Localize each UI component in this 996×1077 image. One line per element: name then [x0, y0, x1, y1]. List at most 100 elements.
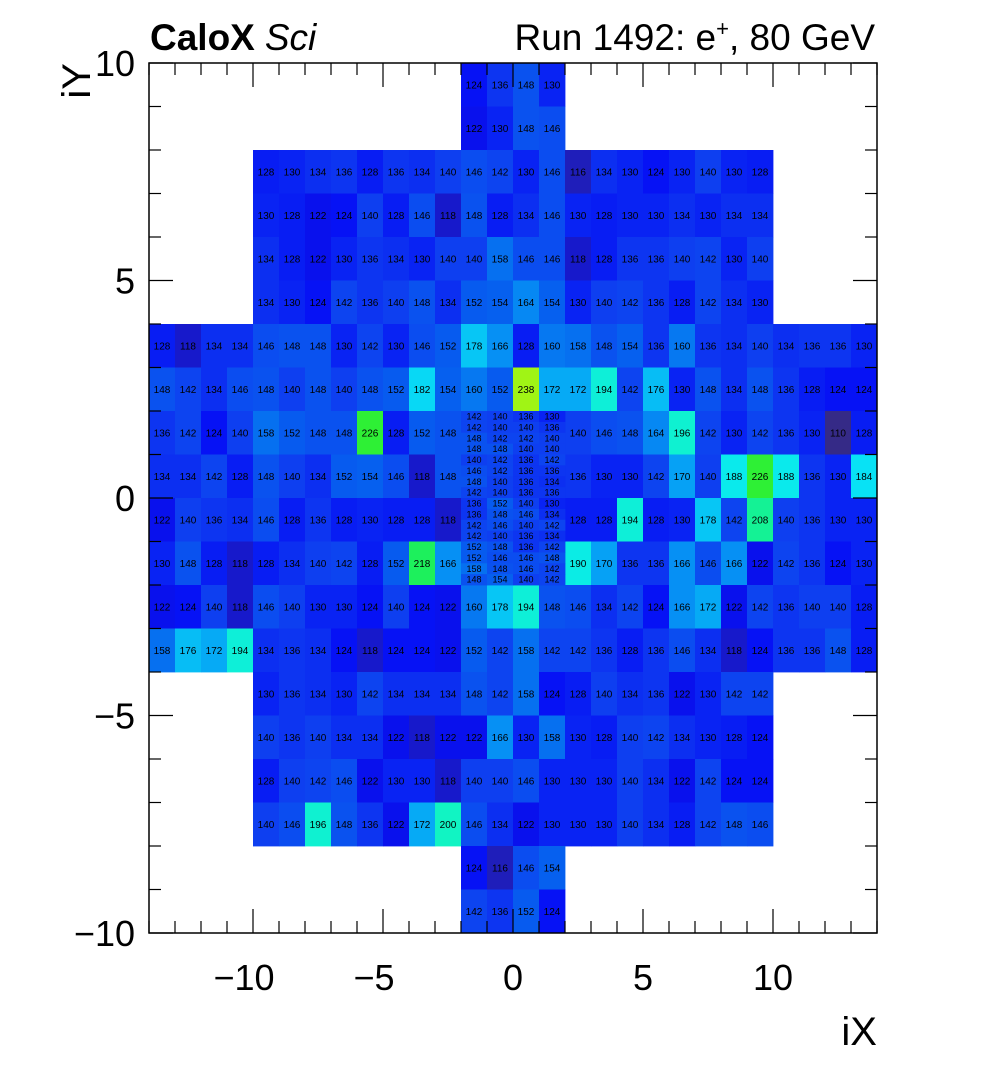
heatmap-cell [331, 324, 358, 368]
cell-value-label: 158 [492, 254, 509, 265]
heatmap-cell [617, 454, 644, 499]
heatmap-cell [357, 628, 384, 673]
heatmap-fine-cell [487, 465, 514, 477]
cell-value-label: 122 [154, 602, 171, 613]
cell-value-label: 134 [544, 509, 559, 519]
cell-value-label: 148 [440, 428, 457, 439]
heatmap-cell [305, 454, 332, 499]
cell-value-label: 128 [674, 298, 691, 309]
cell-value-label: 146 [518, 553, 533, 563]
heatmap-cell [721, 628, 748, 673]
cell-value-label: 134 [440, 689, 457, 700]
heatmap-cell [409, 280, 436, 325]
heatmap-cell [279, 628, 306, 673]
heatmap-cell [487, 63, 514, 107]
heatmap-cell [435, 672, 462, 716]
cell-value-label: 146 [596, 428, 613, 439]
cell-value-label: 158 [544, 733, 561, 744]
heatmap-fine-cell [487, 411, 514, 423]
heatmap-cell [149, 454, 176, 499]
heatmap-cell [331, 498, 358, 542]
heatmap-cell [435, 585, 462, 629]
cell-value-label: 142 [466, 422, 481, 432]
heatmap-cell [617, 802, 644, 847]
heatmap-cell [747, 411, 774, 455]
heatmap-cell [773, 454, 800, 499]
cell-value-label: 218 [414, 559, 431, 570]
cell-value-label: 130 [310, 602, 327, 613]
cell-value-label: 140 [180, 515, 197, 526]
cell-value-label: 130 [570, 820, 587, 831]
heatmap-cell [357, 585, 384, 629]
heatmap-cell [435, 541, 462, 586]
heatmap-cell [461, 672, 488, 716]
cell-value-label: 140 [622, 820, 639, 831]
x-tick-label: −10 [213, 957, 274, 998]
heatmap-cell [253, 541, 280, 586]
cell-value-label: 148 [180, 559, 197, 570]
cell-value-label: 140 [518, 444, 533, 454]
heatmap-fine-cell [513, 465, 540, 477]
heatmap-cell [461, 367, 488, 412]
heatmap-cell [357, 193, 384, 238]
heatmap-cell [617, 324, 644, 368]
heatmap-cell [331, 672, 358, 716]
cell-value-label: 148 [336, 820, 353, 831]
heatmap-cell [617, 280, 644, 325]
cell-value-label: 148 [726, 820, 743, 831]
heatmap-cell [617, 367, 644, 412]
cell-value-label: 170 [596, 559, 613, 570]
heatmap-cell [721, 193, 748, 238]
heatmap-cell [747, 628, 774, 673]
cell-value-label: 128 [492, 211, 509, 222]
heatmap-cell [331, 150, 358, 194]
heatmap-cell [279, 672, 306, 716]
cell-value-label: 148 [258, 385, 275, 396]
heatmap-cell [695, 802, 722, 847]
heatmap-cell [435, 237, 462, 281]
cell-value-label: 136 [544, 422, 559, 432]
cell-value-label: 146 [544, 211, 561, 222]
heatmap-cell [669, 672, 696, 716]
cell-value-label: 172 [700, 602, 717, 613]
heatmap-cell [149, 367, 176, 412]
cell-value-label: 130 [752, 298, 769, 309]
heatmap-cell [643, 802, 670, 847]
heatmap-cell [487, 280, 514, 325]
cell-value-label: 130 [284, 167, 301, 178]
cell-value-label: 136 [362, 820, 379, 831]
heatmap-cell [669, 193, 696, 238]
cell-value-label: 140 [778, 515, 795, 526]
heatmap-cell [253, 237, 280, 281]
heatmap-cell [253, 715, 280, 760]
cell-value-label: 140 [258, 733, 275, 744]
cell-value-label: 130 [674, 385, 691, 396]
cell-value-label: 134 [596, 167, 613, 178]
cell-value-label: 136 [362, 298, 379, 309]
heatmap-cell [409, 411, 436, 455]
cell-value-label: 124 [336, 211, 353, 222]
cell-value-label: 146 [466, 820, 483, 831]
heatmap-cell [461, 106, 488, 151]
heatmap-cell [409, 585, 436, 629]
cell-value-label: 134 [284, 559, 301, 570]
heatmap-cell [149, 411, 176, 455]
heatmap-cell [409, 324, 436, 368]
heatmap-fine-cell [487, 476, 514, 488]
cell-value-label: 130 [700, 689, 717, 700]
heatmap-cell [253, 628, 280, 673]
cell-value-label: 140 [544, 444, 559, 454]
cell-value-label: 134 [258, 646, 275, 657]
heatmap-cell [721, 585, 748, 629]
cell-value-label: 136 [778, 602, 795, 613]
cell-value-label: 124 [310, 298, 327, 309]
cell-value-label: 130 [388, 776, 405, 787]
heatmap-cell [695, 672, 722, 716]
cell-value-label: 136 [544, 488, 559, 498]
cell-value-label: 140 [674, 254, 691, 265]
cell-value-label: 140 [622, 776, 639, 787]
heatmap-cell [357, 498, 384, 542]
heatmap-cell [591, 411, 618, 455]
heatmap-cell [721, 802, 748, 847]
heatmap-cell [669, 280, 696, 325]
